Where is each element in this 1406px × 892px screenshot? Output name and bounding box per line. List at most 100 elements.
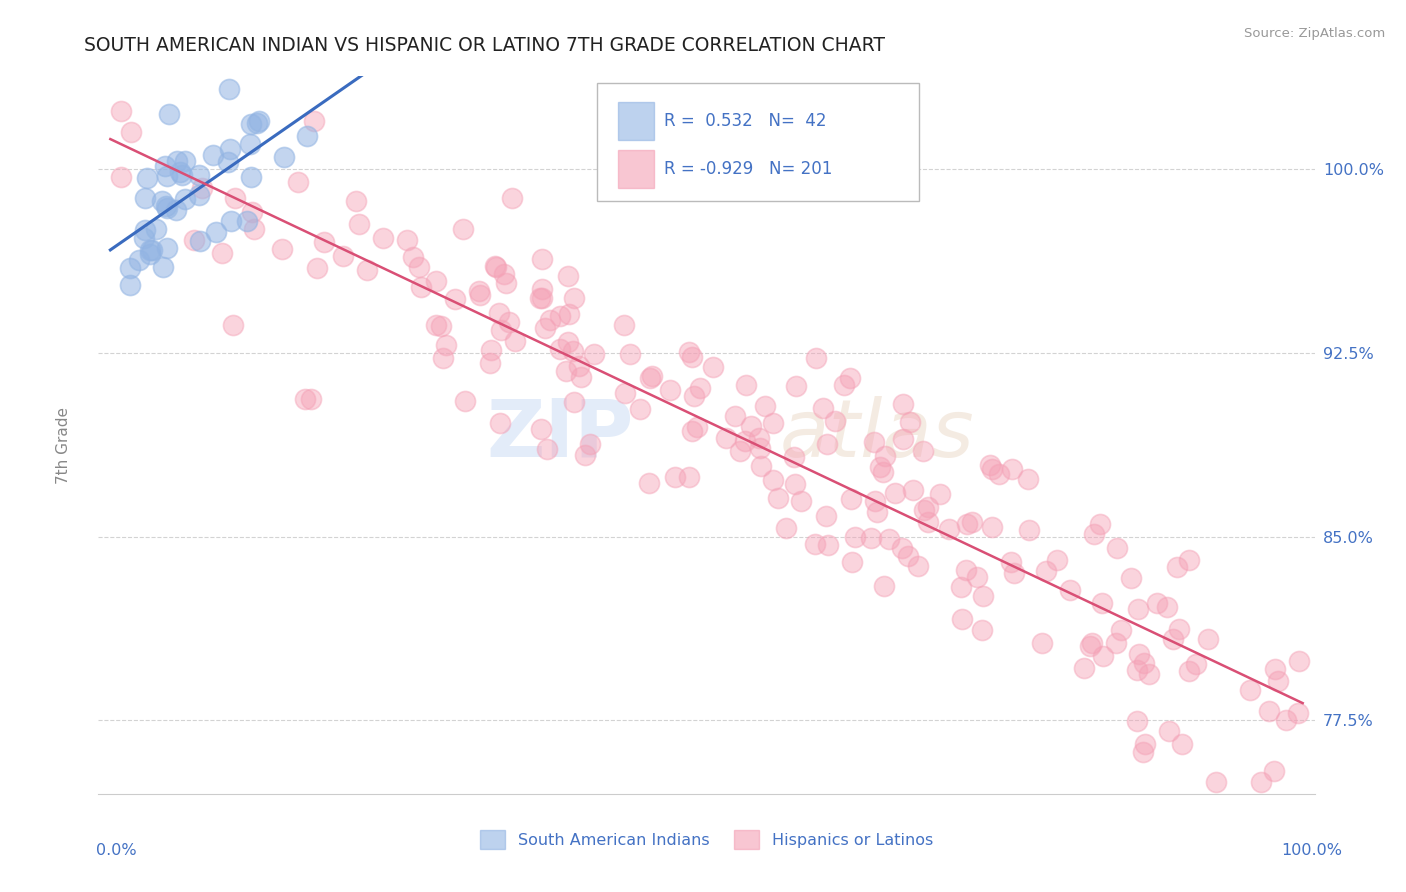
- Point: [152, 260, 174, 274]
- Point: [1171, 737, 1194, 751]
- Point: [1205, 774, 1227, 789]
- Point: [187, 168, 209, 182]
- Point: [408, 260, 430, 275]
- Point: [371, 230, 394, 244]
- Point: [174, 153, 197, 168]
- Point: [754, 399, 776, 413]
- Point: [875, 450, 897, 464]
- Point: [891, 432, 914, 446]
- Point: [211, 246, 233, 260]
- Text: R = -0.929   N= 201: R = -0.929 N= 201: [664, 161, 832, 178]
- Point: [219, 214, 242, 228]
- Point: [980, 519, 1002, 533]
- Point: [110, 103, 132, 118]
- Point: [681, 350, 703, 364]
- Point: [664, 469, 686, 483]
- Point: [165, 203, 187, 218]
- Point: [734, 434, 756, 449]
- Point: [562, 395, 585, 409]
- Point: [307, 261, 329, 276]
- Point: [494, 267, 516, 281]
- Point: [716, 431, 738, 445]
- Point: [1109, 623, 1132, 637]
- Point: [409, 280, 432, 294]
- Point: [356, 263, 378, 277]
- Point: [748, 432, 770, 446]
- Point: [1263, 764, 1285, 779]
- Point: [145, 221, 167, 235]
- Point: [574, 448, 596, 462]
- Point: [468, 287, 491, 301]
- Point: [344, 194, 367, 208]
- Point: [135, 170, 157, 185]
- Point: [740, 419, 762, 434]
- Point: [1046, 553, 1069, 567]
- Text: 7th Grade: 7th Grade: [56, 408, 70, 484]
- Point: [775, 521, 797, 535]
- Point: [1001, 462, 1024, 476]
- Point: [453, 222, 475, 236]
- Point: [891, 397, 914, 411]
- Point: [907, 559, 929, 574]
- Point: [917, 515, 939, 529]
- Point: [949, 580, 972, 594]
- Point: [169, 165, 191, 179]
- Point: [1105, 636, 1128, 650]
- Point: [1059, 582, 1081, 597]
- Point: [1137, 667, 1160, 681]
- Point: [425, 274, 447, 288]
- Point: [239, 117, 262, 131]
- Point: [202, 148, 225, 162]
- Point: [425, 318, 447, 332]
- Point: [239, 136, 262, 151]
- Point: [1239, 682, 1261, 697]
- Point: [561, 343, 583, 358]
- Point: [863, 435, 886, 450]
- Point: [498, 314, 520, 328]
- Point: [157, 107, 180, 121]
- Point: [156, 242, 179, 256]
- Point: [491, 323, 513, 337]
- Point: [917, 500, 939, 515]
- Point: [224, 192, 246, 206]
- Point: [866, 505, 889, 519]
- Point: [824, 415, 846, 429]
- Point: [1083, 527, 1105, 541]
- FancyBboxPatch shape: [598, 83, 920, 202]
- Point: [467, 284, 489, 298]
- Point: [987, 467, 1010, 482]
- Point: [302, 114, 325, 128]
- Text: 0.0%: 0.0%: [96, 843, 136, 858]
- Point: [972, 623, 994, 637]
- Point: [110, 170, 132, 185]
- Point: [783, 477, 806, 491]
- Point: [955, 516, 977, 531]
- Point: [295, 129, 318, 144]
- Point: [638, 370, 661, 384]
- Point: [495, 276, 517, 290]
- Legend: South American Indians, Hispanics or Latinos: South American Indians, Hispanics or Lat…: [474, 823, 939, 855]
- Point: [218, 82, 240, 96]
- Point: [1107, 541, 1129, 556]
- Point: [141, 243, 163, 257]
- Point: [120, 125, 142, 139]
- Point: [554, 364, 576, 378]
- Point: [890, 541, 912, 556]
- Point: [579, 437, 602, 451]
- Point: [804, 537, 827, 551]
- Point: [548, 342, 571, 356]
- Point: [817, 437, 839, 451]
- Point: [844, 530, 866, 544]
- Point: [1264, 662, 1286, 676]
- Point: [897, 549, 920, 563]
- Point: [247, 114, 270, 128]
- Point: [503, 334, 526, 348]
- Point: [678, 470, 700, 484]
- Point: [430, 318, 453, 333]
- Point: [766, 491, 789, 506]
- Point: [839, 491, 862, 506]
- Point: [530, 422, 553, 436]
- Point: [222, 318, 245, 332]
- Point: [735, 378, 758, 392]
- Point: [682, 389, 704, 403]
